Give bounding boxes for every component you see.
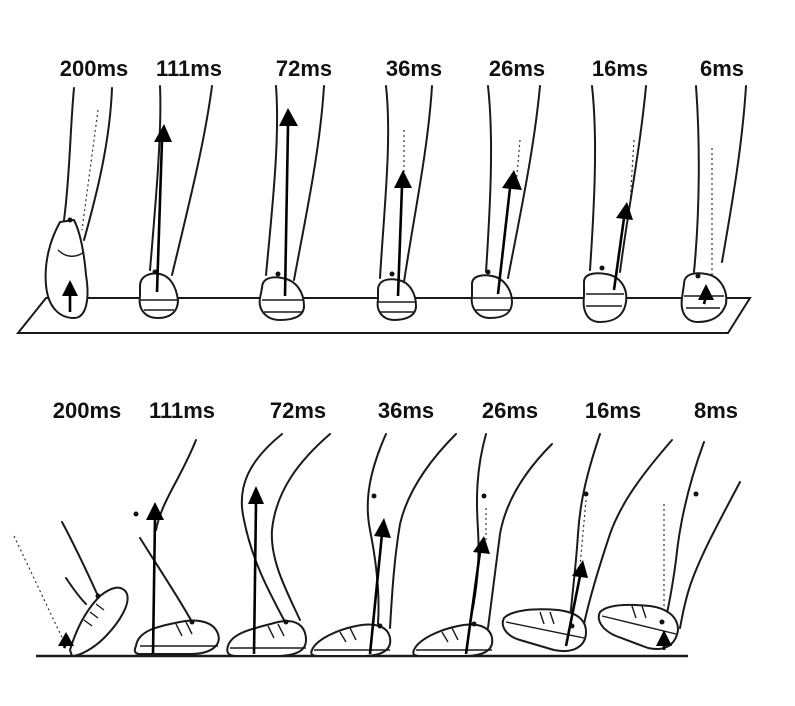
- rear-label-6: 16ms: [592, 56, 648, 81]
- side-leg-3: [226, 433, 331, 657]
- side-label-5: 26ms: [482, 398, 538, 423]
- side-leg-4: [310, 433, 457, 657]
- rear-leg-7: [680, 85, 747, 323]
- side-leg-2: [133, 439, 220, 655]
- rear-label-5: 26ms: [489, 56, 545, 81]
- rear-label-7: 6ms: [700, 56, 744, 81]
- rear-label-1: 200ms: [60, 56, 129, 81]
- rear-leg-4: [376, 85, 433, 321]
- side-leg-6: [501, 433, 673, 652]
- rear-leg-1: [44, 87, 113, 319]
- side-leg-5: [412, 433, 553, 657]
- rear-label-2: 111ms: [156, 56, 222, 81]
- rear-leg-2: [138, 85, 213, 319]
- side-label-2: 111ms: [149, 398, 215, 423]
- rear-leg-3: [258, 85, 325, 321]
- rear-leg-6: [582, 85, 647, 323]
- side-leg-1: [13, 521, 129, 657]
- rear-leg-5: [470, 85, 541, 319]
- side-label-4: 36ms: [378, 398, 434, 423]
- side-label-6: 16ms: [585, 398, 641, 423]
- side-leg-7: [597, 441, 741, 650]
- rear-label-3: 72ms: [276, 56, 332, 81]
- rear-view-panel: 200ms 111ms 72ms 36ms 26ms 16ms 6ms: [15, 56, 752, 334]
- side-label-1: 200ms: [53, 398, 122, 423]
- side-label-3: 72ms: [270, 398, 326, 423]
- side-view-panel: 200ms 111ms 72ms 36ms 26ms 16ms 8ms: [13, 398, 741, 658]
- side-label-7: 8ms: [694, 398, 738, 423]
- rear-label-4: 36ms: [386, 56, 442, 81]
